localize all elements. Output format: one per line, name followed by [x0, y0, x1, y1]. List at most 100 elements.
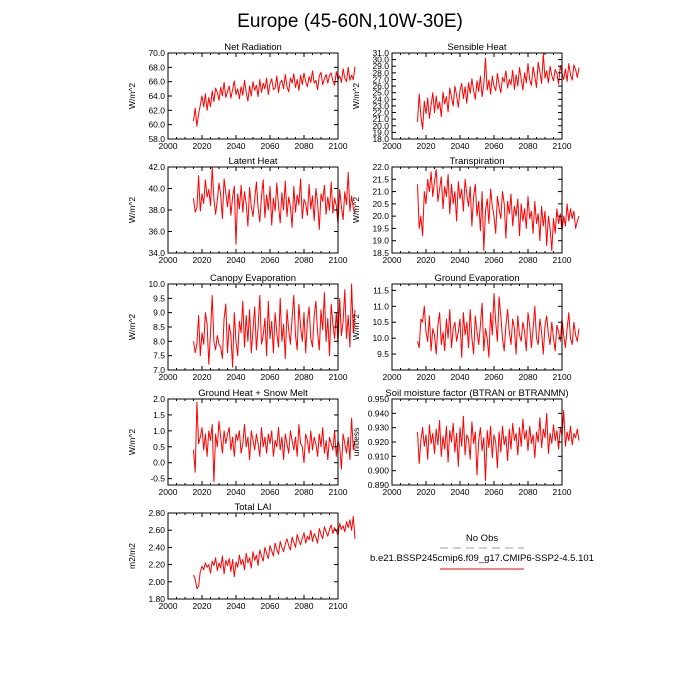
y-tick-label: 36.0 [148, 227, 165, 237]
x-tick-label: 2040 [451, 255, 470, 265]
y-tick-label: 9.5 [377, 349, 389, 359]
panel-ground-evaporation: 9.5 10.0 10.5 11.0 11.5 2000 2020 2040 2060 2080 2… [351, 273, 580, 382]
y-tick-label: 0.5 [153, 442, 165, 452]
y-tick-label: 24.0 [372, 94, 389, 104]
y-axis-label: m2/m2 [127, 543, 137, 569]
x-tick-label: 2000 [383, 372, 402, 382]
x-tick-label: 2040 [227, 255, 246, 265]
x-tick-label: 2040 [451, 141, 470, 151]
plot-frame [167, 166, 339, 254]
y-tick-label: 58.0 [148, 134, 165, 144]
x-tick-label: 2040 [227, 487, 246, 497]
x-tick-label: 2020 [193, 487, 212, 497]
x-tick-label: 2020 [193, 372, 212, 382]
x-tick-label: 2080 [519, 255, 538, 265]
x-tick-label: 2080 [519, 487, 538, 497]
y-tick-label: 18.0 [372, 134, 389, 144]
series-line-ground-heat-snow-melt [193, 401, 356, 483]
y-tick-label: 11.5 [373, 285, 389, 295]
y-axis-label: W/m^2 [127, 429, 137, 455]
panel-sensible-heat: 18.019.020.021.022.023.024.025.026.027.0… [351, 42, 580, 151]
x-tick-label: 2040 [227, 372, 246, 382]
x-tick-label: 2080 [295, 141, 314, 151]
y-tick-label: 42.0 [148, 162, 165, 172]
y-axis-label: W/m^2 [127, 314, 137, 340]
series-line-soil-moisture-factor-btran-or-btranmn [417, 409, 580, 482]
x-tick-label: 2100 [329, 255, 348, 265]
x-tick-label: 2060 [485, 255, 504, 265]
x-tick-label: 2060 [485, 141, 504, 151]
y-tick-label: 34.0 [148, 248, 165, 258]
x-tick-label: 2060 [261, 372, 280, 382]
panel-ground-heat-snow-melt: -0.5 0.0 0.5 1.0 1.5 2.0 2000 2020 2040 2060 2080 2… [127, 388, 356, 497]
x-tick-label: 2060 [485, 487, 504, 497]
y-tick-label: 60.0 [148, 120, 165, 130]
x-tick-label: 2100 [553, 372, 572, 382]
plot-frame [391, 52, 563, 140]
y-axis-label: unitless [351, 428, 361, 457]
x-tick-label: 2060 [261, 487, 280, 497]
x-tick-label: 2020 [417, 487, 436, 497]
y-axis-label: W/m^2 [351, 83, 361, 109]
y-axis-label: W/m^2 [351, 197, 361, 223]
panel-title: Total LAI [235, 502, 272, 513]
y-tick-label: 62.0 [148, 105, 165, 115]
x-tick-label: 2000 [159, 141, 178, 151]
y-tick-label: 2.00 [148, 577, 165, 587]
y-tick-label: 0.940 [368, 408, 390, 418]
y-tick-label: 2.60 [148, 525, 165, 535]
y-tick-label: 8.0 [153, 336, 165, 346]
y-tick-label: 19.0 [372, 236, 389, 246]
figure-title: Europe (45-60N,10W-30E) [237, 11, 463, 32]
y-tick-label: 2.80 [148, 508, 165, 518]
legend: No Obs b.e21.BSSP245cmip6.f09_g17.CMIP6-… [370, 533, 594, 570]
y-tick-label: 64.0 [148, 91, 165, 101]
y-tick-label: 11.0 [373, 301, 389, 311]
y-tick-label: 29.0 [372, 61, 389, 71]
panel-net-radiation: 58.0 60.0 62.0 64.0 66.0 68.0 70.0 2000 2020 2040… [127, 42, 356, 151]
legend-obs-label: No Obs [466, 533, 498, 544]
y-tick-label: 2.40 [148, 542, 165, 552]
x-tick-label: 2100 [329, 601, 348, 611]
y-tick-label: 18.5 [372, 248, 389, 258]
y-tick-label: 7.0 [153, 365, 165, 375]
y-tick-label: 30.0 [372, 55, 389, 65]
x-tick-label: 2000 [159, 487, 178, 497]
x-tick-label: 2000 [383, 141, 402, 151]
x-tick-label: 2100 [553, 487, 572, 497]
x-tick-label: 2040 [227, 141, 246, 151]
y-tick-label: 22.0 [372, 108, 389, 118]
x-tick-label: 2040 [227, 601, 246, 611]
y-tick-label: 68.0 [148, 62, 165, 72]
series-line-transpiration [417, 168, 580, 252]
y-tick-label: 8.5 [153, 322, 165, 332]
y-tick-label: 1.80 [148, 594, 165, 604]
x-tick-label: 2020 [193, 255, 212, 265]
y-tick-label: 0.930 [368, 423, 390, 433]
x-tick-label: 2080 [295, 372, 314, 382]
y-tick-label: 21.5 [372, 174, 389, 184]
y-tick-label: 0.920 [368, 437, 390, 447]
panel-title: Canopy Evaporation [210, 273, 296, 284]
plot-frame [391, 283, 563, 371]
y-tick-label: 0.910 [368, 451, 390, 461]
series-line-sensible-heat [417, 53, 580, 130]
y-tick-label: 1.5 [153, 410, 165, 420]
plot-frame [167, 52, 339, 140]
x-tick-label: 2060 [261, 601, 280, 611]
x-tick-label: 2080 [519, 141, 538, 151]
panel-title: Latent Heat [228, 156, 277, 167]
y-tick-label: 66.0 [148, 77, 165, 87]
x-tick-label: 2100 [329, 141, 348, 151]
x-tick-label: 2060 [485, 372, 504, 382]
x-tick-label: 2060 [261, 141, 280, 151]
x-tick-label: 2000 [159, 372, 178, 382]
panel-transpiration: 18.5 19.0 19.5 20.0 20.5 21.0 21.5 22.0 2000 2020… [351, 156, 580, 265]
y-tick-label: 23.0 [372, 101, 389, 111]
y-tick-label: 20.5 [372, 199, 389, 209]
x-tick-label: 2000 [159, 255, 178, 265]
y-tick-label: 19.0 [372, 127, 389, 137]
y-tick-label: 10.0 [372, 333, 389, 343]
panel-canopy-evaporation: 7.0 7.5 8.0 8.5 9.0 9.5 10.0 2000 2020 2040 2060 20… [127, 273, 356, 382]
